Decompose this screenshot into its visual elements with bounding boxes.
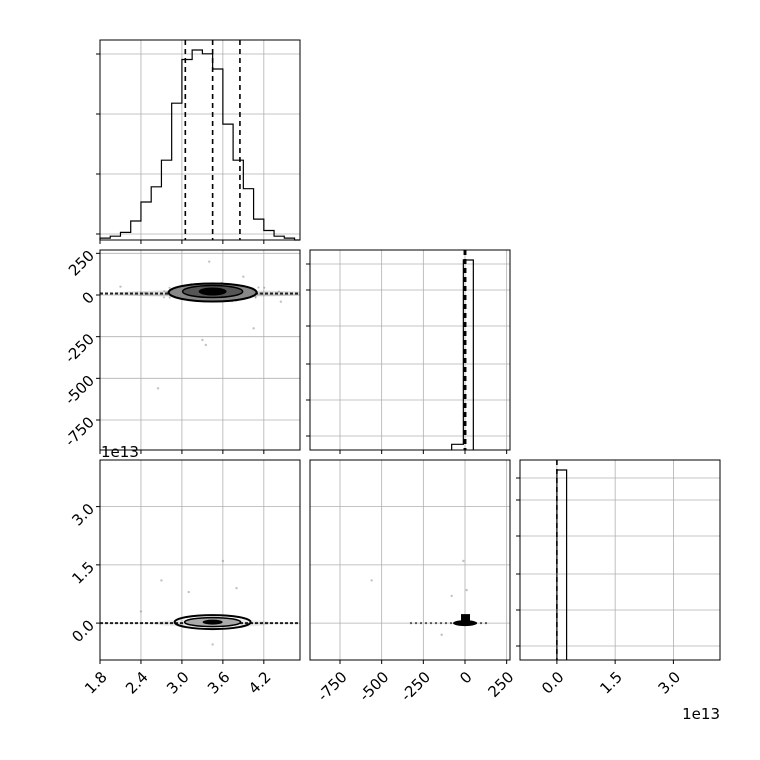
panel-frame-5 bbox=[309, 459, 511, 661]
y-tick-label: 250 bbox=[65, 247, 98, 280]
scatter-point bbox=[462, 559, 465, 563]
joint-panel-3 bbox=[96, 249, 301, 454]
scatter-point bbox=[143, 291, 146, 294]
scatter-point bbox=[221, 559, 225, 563]
joint-plot-area bbox=[100, 250, 300, 450]
contour-inner bbox=[198, 287, 227, 296]
panel-frame-4 bbox=[99, 459, 301, 661]
y-tick-label: 0.0 bbox=[68, 616, 98, 646]
scatter-point bbox=[279, 300, 283, 303]
density-peak bbox=[461, 614, 470, 624]
histogram-step-1 bbox=[451, 259, 474, 450]
joint-plot-area bbox=[310, 460, 510, 660]
joint-panel-5 bbox=[309, 459, 511, 664]
y-offset-text: 1e13 bbox=[101, 443, 139, 461]
x-tick-label: -500 bbox=[356, 668, 393, 705]
scatter-point bbox=[263, 286, 266, 289]
scatter-point bbox=[257, 286, 260, 289]
x-tick-label: -250 bbox=[397, 668, 434, 705]
scatter-point bbox=[211, 643, 214, 646]
scatter-point bbox=[162, 296, 165, 299]
scatter-point bbox=[465, 588, 468, 592]
x-tick-label: -750 bbox=[314, 668, 351, 705]
x-tick-label: 4.2 bbox=[245, 668, 275, 698]
x-tick-label: 0.0 bbox=[538, 668, 568, 698]
scatter-point bbox=[168, 286, 171, 289]
scatter-point bbox=[147, 292, 150, 295]
x-tick-label: 3.0 bbox=[163, 668, 193, 698]
x-tick-label: 3.6 bbox=[204, 668, 234, 698]
scatter-point bbox=[156, 387, 160, 390]
scatter-point bbox=[119, 285, 122, 288]
scatter-point bbox=[450, 594, 453, 598]
y-tick-label: 1.5 bbox=[68, 558, 98, 588]
x-tick-label: 1.8 bbox=[81, 668, 111, 698]
scatter-point bbox=[258, 292, 261, 295]
panel-frame-0 bbox=[99, 39, 301, 241]
y-tick-label: 3.0 bbox=[68, 500, 98, 530]
scatter-point bbox=[201, 338, 204, 342]
y-tick-label: 0 bbox=[79, 288, 98, 307]
contour-inner bbox=[202, 619, 223, 625]
x-offset-text: 1e13 bbox=[682, 705, 720, 723]
scatter-point bbox=[163, 290, 166, 293]
x-tick-label: 250 bbox=[484, 668, 517, 701]
scatter-point bbox=[139, 610, 143, 613]
scatter-point bbox=[235, 586, 238, 590]
scatter-point bbox=[242, 275, 245, 278]
scatter-point bbox=[187, 590, 190, 594]
x-tick-label: 0 bbox=[456, 668, 475, 687]
scatter-point bbox=[277, 290, 280, 293]
scatter-point bbox=[208, 260, 211, 263]
x-tick-label: 3.0 bbox=[655, 668, 685, 698]
scatter-point bbox=[254, 295, 257, 298]
scatter-point bbox=[160, 579, 163, 582]
contour-outer bbox=[173, 614, 252, 631]
y-tick-label: -250 bbox=[61, 330, 98, 367]
scatter-point bbox=[440, 633, 443, 636]
y-tick-label: -750 bbox=[61, 413, 98, 450]
panel-frame-1 bbox=[309, 249, 511, 451]
panel-frame-3 bbox=[99, 249, 301, 451]
panel-frame-2 bbox=[519, 459, 721, 661]
y-tick-label: -500 bbox=[61, 372, 98, 409]
scatter-point bbox=[370, 579, 373, 582]
scatter-point bbox=[168, 296, 171, 299]
histogram-step-2 bbox=[556, 469, 568, 660]
joint-panel-4 bbox=[96, 459, 301, 664]
scatter-point bbox=[252, 327, 255, 330]
x-tick-label: 1.5 bbox=[596, 668, 626, 698]
joint-plot-area bbox=[100, 460, 300, 660]
x-tick-label: 2.4 bbox=[122, 668, 152, 698]
histogram-step-0 bbox=[99, 49, 300, 241]
scatter-point bbox=[204, 343, 208, 347]
